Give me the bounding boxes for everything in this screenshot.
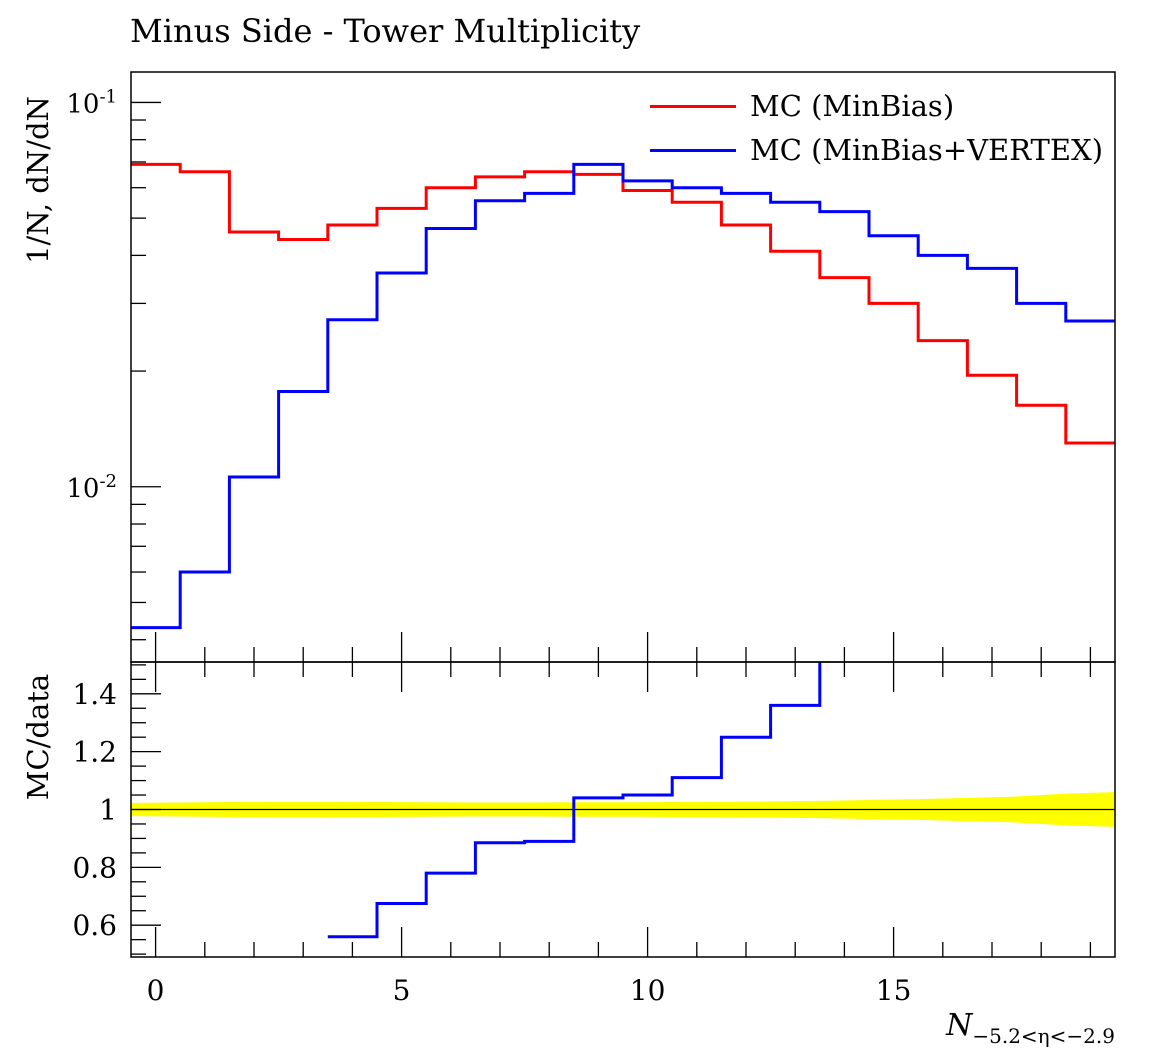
series-mc-minbias-line [131,162,1115,445]
ratio-y-tick-label: 1 [99,794,117,827]
plot-frames [130,71,1116,958]
x-axis-label-subscript: −5.2<η<−2.9 [972,1024,1115,1048]
legend-swatch-blue [650,148,736,152]
main-y-tick-label: 10-1 [66,86,117,119]
legend-label: MC (MinBias+VERTEX) [750,133,1104,167]
legend-item-mc-minbias-vertex: MC (MinBias+VERTEX) [650,128,1103,172]
ratio-y-tick-label: 1.2 [72,736,117,769]
ratio-y-tick-label: 0.6 [72,909,117,942]
legend-label: MC (MinBias) [750,89,955,123]
x-tick-label: 0 [147,974,165,1007]
ratio-y-axis-label: MC/data [21,673,55,801]
legend-item-mc-minbias: MC (MinBias) [650,84,1103,128]
ratio-series-group [327,662,822,939]
main-y-tick-label: 10-2 [66,471,117,504]
ratio-y-tick-label: 1.4 [72,678,117,711]
axis-tick-labels: 0 5 10 15 0.6 0.8 1 1.2 1.4 10-2 10-1 [66,86,911,1007]
series-mc-minbias-vertex-line [131,162,1115,630]
legend: MC (MinBias) MC (MinBias+VERTEX) [650,84,1103,172]
x-axis-label: N−5.2<η<−2.9 [946,1008,1115,1048]
main-series-group [131,162,1115,630]
ratio-series-line [327,662,822,939]
legend-swatch-red [650,104,736,108]
ratio-y-tick-label: 0.8 [72,851,117,884]
main-y-axis-label: 1/N, dN/dN [21,96,55,264]
x-tick-label: 5 [393,974,411,1007]
x-axis-label-main: N [946,1008,973,1043]
chart-title: Minus Side - Tower Multiplicity [130,12,641,50]
x-tick-label: 15 [876,974,912,1007]
x-tick-label: 10 [630,974,666,1007]
axis-ticks [131,101,1092,957]
